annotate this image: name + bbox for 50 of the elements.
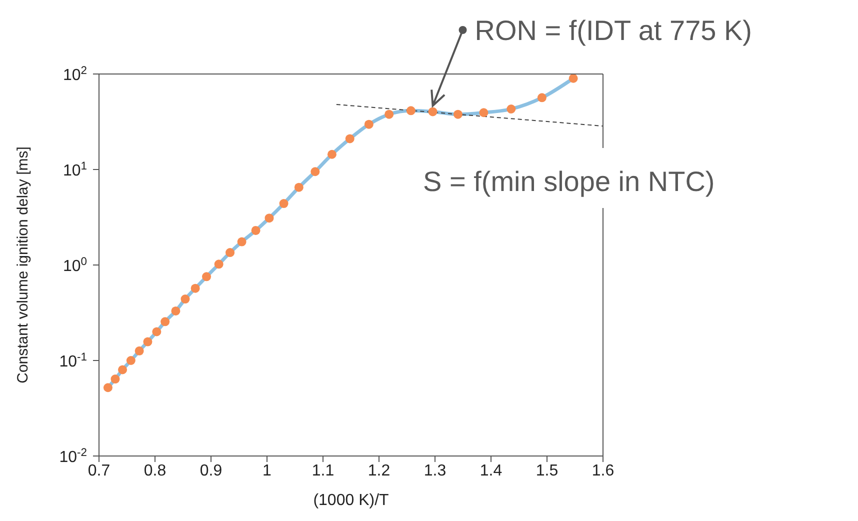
y-tick-label: 10$^{2}$	[62, 65, 87, 84]
point	[152, 327, 162, 336]
point	[134, 346, 144, 356]
point	[345, 134, 354, 144]
y-tick-label: 10$^{-2}$	[59, 447, 87, 466]
point	[537, 93, 546, 102]
point	[310, 167, 320, 176]
x-tick-label: 1.5	[536, 462, 558, 480]
point	[294, 182, 304, 192]
y-tick-label: 10$^{1}$	[62, 160, 87, 180]
point	[264, 214, 274, 223]
point	[384, 110, 394, 119]
point	[160, 317, 170, 326]
point	[506, 104, 516, 114]
point	[453, 110, 462, 119]
x-tick-label: 1.6	[592, 462, 614, 480]
x-axis-title: (1000 K)/T	[313, 492, 390, 509]
point	[406, 106, 416, 116]
point	[479, 108, 488, 118]
point	[428, 107, 438, 116]
x-tick-label: 0.7	[88, 462, 110, 480]
x-tick-label: 0.9	[200, 462, 222, 480]
x-tick-label: 0.8	[144, 462, 166, 480]
point	[226, 248, 235, 258]
y-axis-title: Constant volume ignition delay [ms]	[14, 146, 32, 384]
y-tick-label: 10$^{-1}$	[59, 352, 87, 370]
annotation: RON = f(IDT at 775 K)	[474, 15, 752, 46]
point	[202, 272, 212, 282]
x-tick-label: 1.4	[480, 462, 502, 480]
point	[118, 365, 128, 374]
point	[364, 120, 374, 129]
point	[279, 199, 288, 208]
point	[237, 237, 246, 246]
point	[126, 356, 136, 365]
point	[171, 306, 180, 316]
x-tick-label: 1.2	[368, 462, 390, 480]
y-tick-label: 10$^{0}$	[62, 256, 87, 275]
point	[568, 74, 578, 83]
point	[190, 284, 200, 293]
point	[143, 337, 152, 346]
x-tick-label: 1.3	[424, 462, 446, 480]
point	[214, 260, 224, 269]
point	[327, 150, 336, 159]
x-tick-label: 1.1	[312, 462, 334, 480]
annotation: S = f(min slope in NTC)	[423, 166, 715, 197]
point	[110, 374, 120, 384]
point	[180, 294, 190, 304]
point	[103, 383, 112, 392]
point	[251, 226, 260, 235]
x-tick-label: 1	[262, 462, 272, 480]
